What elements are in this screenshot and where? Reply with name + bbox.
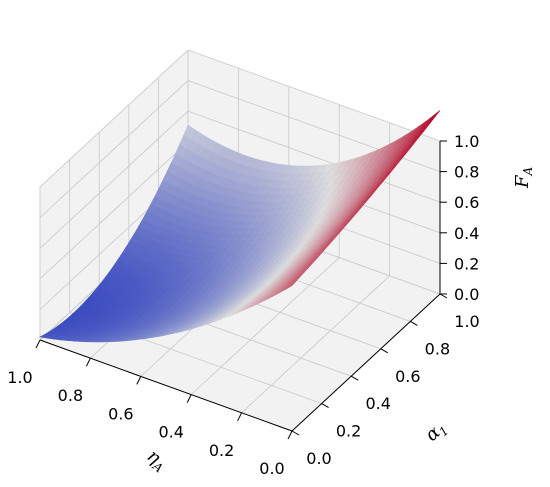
y-tick-mark [380, 348, 389, 354]
gridline-wall-z [39, 110, 189, 249]
z-axis-label: FA [512, 167, 535, 190]
gridline-floor-x [241, 275, 390, 414]
y-axis-line [291, 293, 441, 432]
x-axis-ticks: 0.0 0.2 0.4 0.6 0.8 1.0 [7, 339, 293, 478]
gridline-floor-x [190, 257, 340, 395]
x-tick-label: 0.0 [259, 459, 284, 478]
z-tick-label: 0.8 [454, 163, 479, 182]
y-tick-mark [410, 320, 418, 326]
y-tick-label: 0.4 [365, 394, 390, 413]
z-tick-label: 0.6 [454, 193, 479, 212]
x-axis-label: ηA [142, 445, 172, 475]
x-tick-label: 0.4 [158, 423, 183, 442]
x-tick-label: 0.6 [108, 404, 133, 423]
surface-patch [428, 110, 441, 122]
x-tick-mark [287, 430, 293, 440]
y-tick-mark [439, 293, 448, 299]
z-tick-label: 1.0 [454, 132, 479, 151]
y-tick-label: 0.6 [395, 367, 420, 386]
x-tick-label: 0.2 [209, 441, 234, 460]
z-axis-ticks: 0.0 0.2 0.4 0.6 0.8 1.0 [440, 132, 479, 304]
z-tick-label: 0.0 [454, 285, 479, 304]
axis-lines [39, 141, 441, 432]
y-tick-mark [350, 375, 359, 381]
gridline-wall-z [39, 49, 189, 188]
z-tick-label: 0.4 [454, 224, 479, 243]
y-axis-ticks: 0.0 0.20.4 0.6 0.81.0 [291, 293, 480, 468]
x-tick-mark [237, 412, 243, 422]
x-tick-mark [186, 394, 192, 403]
y-tick-mark [291, 430, 300, 436]
x-tick-mark [35, 339, 41, 349]
pane-back-left [40, 50, 188, 340]
x-tick-mark [85, 357, 91, 367]
gridline-wall-z [187, 49, 441, 142]
surface-mesh [39, 110, 441, 343]
x-tick-label: 0.8 [58, 386, 83, 405]
y-tick-label: 0.0 [306, 449, 331, 468]
z-tick-label: 0.2 [454, 254, 479, 273]
x-tick-mark [136, 376, 142, 385]
gridline-wall-z [187, 110, 441, 203]
y-tick-mark [321, 403, 329, 409]
gridline-wall-z [39, 80, 189, 218]
x-tick-label: 1.0 [7, 368, 32, 387]
x-axis-line [39, 339, 293, 432]
y-tick-label: 0.8 [425, 339, 450, 358]
y-tick-label: 0.2 [336, 422, 361, 441]
gridline-wall-z [39, 141, 189, 280]
y-tick-label: 1.0 [454, 312, 479, 331]
y-axis-label: α1 [421, 417, 451, 447]
